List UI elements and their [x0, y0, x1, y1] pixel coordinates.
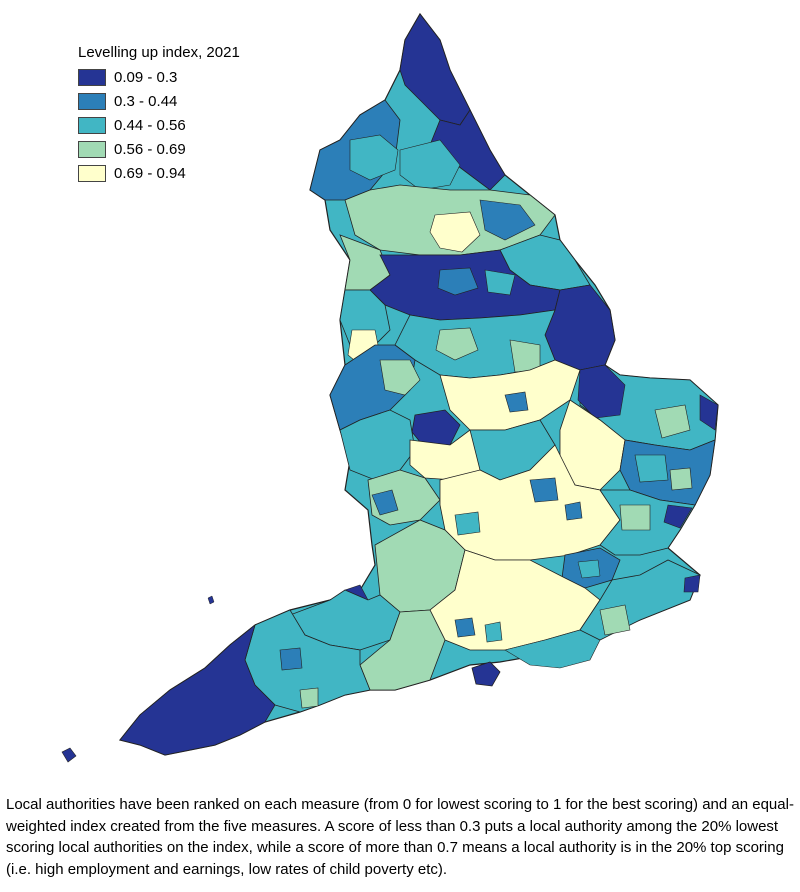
legend-swatch: [78, 92, 106, 110]
region-london-inner: [577, 559, 601, 579]
legend-label: 0.56 - 0.69: [114, 140, 186, 158]
region-ipswich: [669, 467, 693, 491]
legend-label: 0.09 - 0.3: [114, 68, 178, 86]
legend-item: 0.09 - 0.3: [78, 65, 240, 89]
region-great-yarmouth: [699, 394, 719, 431]
legend-title: Levelling up index, 2021: [78, 44, 240, 61]
region-tendring: [663, 504, 693, 529]
region-norfolk-mid: [654, 404, 691, 439]
legend-label: 0.44 - 0.56: [114, 116, 186, 134]
region-portsmouth: [484, 621, 503, 643]
legend-swatch: [78, 140, 106, 158]
legend-swatch: [78, 68, 106, 86]
legend-item: 0.44 - 0.56: [78, 113, 240, 137]
region-cornwall: [119, 623, 276, 756]
region-selby: [484, 269, 516, 296]
region-cumbria-north: [349, 134, 399, 181]
region-kings-lynn: [577, 364, 626, 419]
legend-item: 0.69 - 0.94: [78, 161, 240, 185]
legend-item: 0.3 - 0.44: [78, 89, 240, 113]
region-torbay: [299, 687, 319, 709]
map-caption: Local authorities have been ranked on ea…: [6, 794, 796, 880]
legend-swatch: [78, 164, 106, 182]
region-ryedale: [479, 199, 536, 241]
legend-label: 0.69 - 0.94: [114, 164, 186, 182]
england-map: [61, 12, 719, 763]
choropleth-map: Levelling up index, 2021 0.09 - 0.3 0.3 -…: [61, 12, 719, 763]
region-durham: [399, 139, 461, 191]
region-derbyshire-dales: [435, 327, 479, 361]
region-suffolk-inner: [634, 454, 669, 483]
region-forest-of-dean: [371, 489, 399, 516]
region-lundy: [207, 595, 215, 605]
region-southampton: [454, 617, 476, 638]
region-rushcliffe: [509, 339, 541, 373]
region-swindon: [454, 511, 481, 536]
region-sussex-coast: [504, 629, 601, 669]
region-thanet: [683, 574, 701, 593]
region-luton: [564, 501, 583, 521]
region-chelmsford: [619, 504, 651, 531]
caption-text: Local authorities have been ranked on ea…: [6, 796, 794, 878]
region-leicester: [504, 391, 529, 413]
region-exeter: [279, 647, 303, 671]
region-leeds: [437, 267, 479, 296]
region-isles-of-scilly: [61, 747, 77, 763]
legend-item: 0.56 - 0.69: [78, 137, 240, 161]
region-isle-of-wight: [471, 661, 501, 687]
map-legend: Levelling up index, 2021 0.09 - 0.3 0.3 -…: [78, 44, 240, 185]
region-kent-south: [599, 604, 631, 636]
region-harrogate: [429, 211, 481, 253]
region-staffordshire: [379, 359, 421, 396]
legend-swatch: [78, 116, 106, 134]
legend-label: 0.3 - 0.44: [114, 92, 178, 110]
region-milton-keynes: [529, 477, 559, 503]
